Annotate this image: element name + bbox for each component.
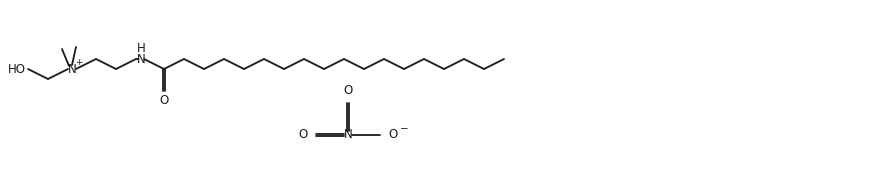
Text: −: − xyxy=(400,124,408,134)
Text: HO: HO xyxy=(8,62,26,76)
Text: N: N xyxy=(344,128,353,142)
Text: O: O xyxy=(298,128,307,142)
Text: N: N xyxy=(67,62,76,76)
Text: H: H xyxy=(137,42,146,54)
Text: N: N xyxy=(137,53,146,65)
Text: +: + xyxy=(75,57,83,67)
Text: O: O xyxy=(159,94,169,107)
Text: O: O xyxy=(388,128,398,142)
Text: O: O xyxy=(344,84,353,96)
